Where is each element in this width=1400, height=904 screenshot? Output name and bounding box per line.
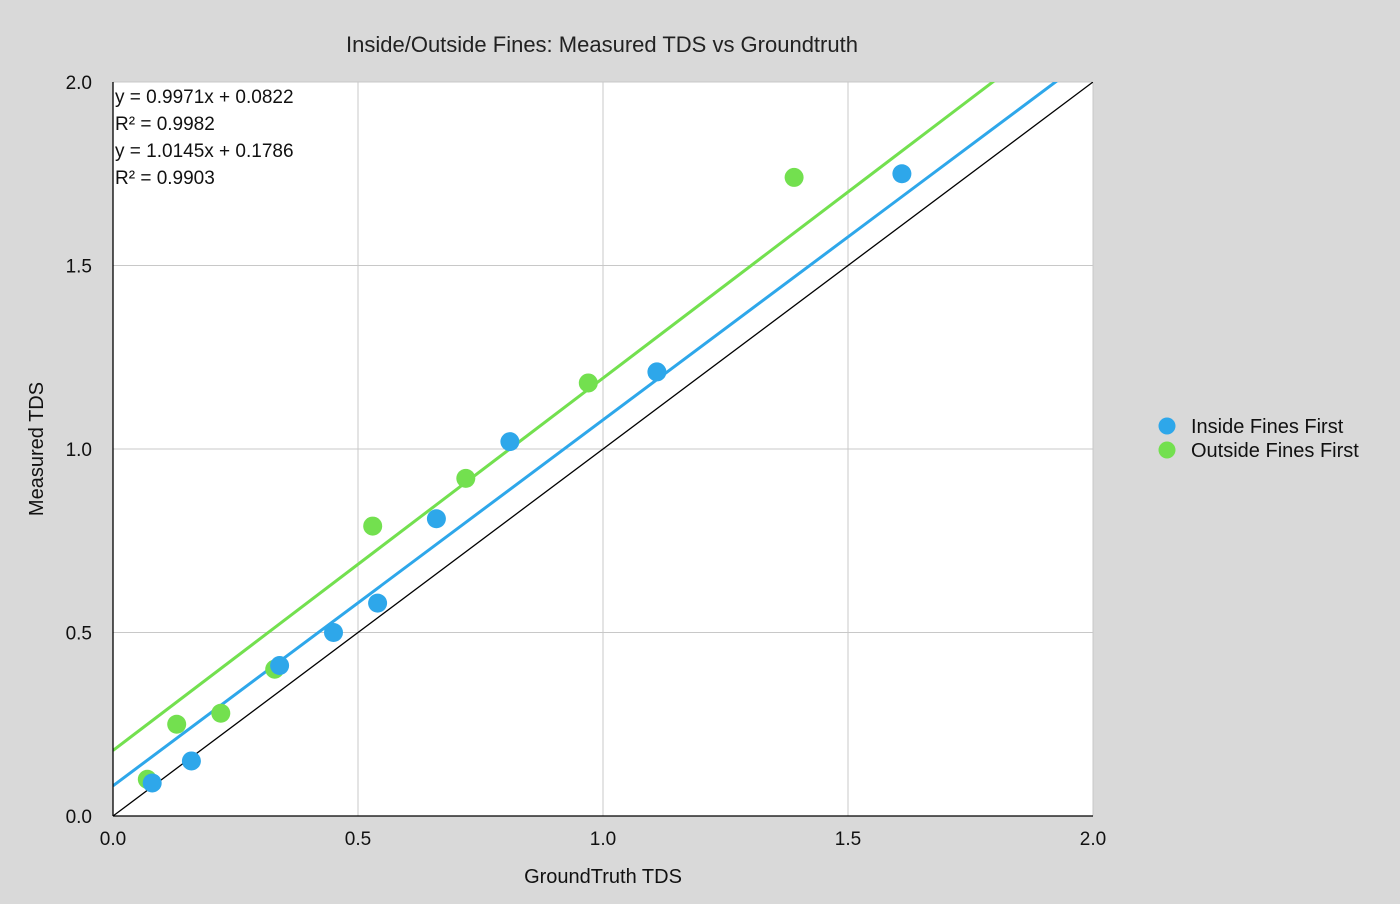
- legend-label: Inside Fines First: [1191, 416, 1344, 438]
- x-tick-label: 1.0: [590, 829, 616, 850]
- data-point: [426, 509, 446, 529]
- data-point: [211, 703, 231, 723]
- data-point: [578, 373, 598, 393]
- x-axis-label: GroundTruth TDS: [524, 866, 682, 888]
- chart-title: Inside/Outside Fines: Measured TDS vs Gr…: [346, 32, 858, 57]
- x-tick-label: 1.5: [835, 829, 861, 850]
- data-point: [500, 432, 520, 452]
- equation-label: y = 0.9971x + 0.0822: [115, 87, 294, 108]
- trendline: [113, 82, 996, 752]
- x-tick-label: 2.0: [1080, 829, 1106, 850]
- data-point: [784, 167, 804, 187]
- data-point: [181, 751, 201, 771]
- legend-label: Outside Fines First: [1191, 440, 1359, 462]
- y-tick-label: 0.5: [66, 624, 92, 645]
- x-tick-label: 0.0: [100, 829, 126, 850]
- point-layer: [137, 164, 912, 793]
- data-point: [647, 362, 667, 382]
- data-point: [270, 656, 290, 676]
- trendline-equations: y = 0.9971x + 0.0822 R² = 0.9982 y = 1.014…: [115, 87, 294, 189]
- data-point: [892, 164, 912, 184]
- legend-marker: [1158, 417, 1176, 435]
- data-point: [363, 516, 383, 536]
- y-tick-label: 1.5: [66, 257, 92, 278]
- equation-label: R² = 0.9982: [115, 114, 215, 135]
- equation-label: R² = 0.9903: [115, 168, 215, 189]
- y-tick-label: 1.0: [66, 440, 92, 461]
- tick-labels: 0.0 0.5 1.0 1.5 2.0 0.0 0.5 1.0 1.5 2.0: [66, 73, 1107, 850]
- data-point: [456, 468, 476, 488]
- equation-label: y = 1.0145x + 0.1786: [115, 141, 294, 162]
- data-point: [324, 623, 343, 642]
- legend-marker: [1158, 441, 1176, 459]
- data-point: [368, 593, 388, 613]
- y-tick-label: 0.0: [66, 807, 92, 828]
- y-tick-label: 2.0: [66, 73, 92, 94]
- data-point: [167, 714, 187, 734]
- x-tick-label: 0.5: [345, 829, 371, 850]
- data-point: [142, 773, 162, 793]
- reference-line: [113, 82, 1093, 816]
- y-axis-label: Measured TDS: [26, 382, 48, 516]
